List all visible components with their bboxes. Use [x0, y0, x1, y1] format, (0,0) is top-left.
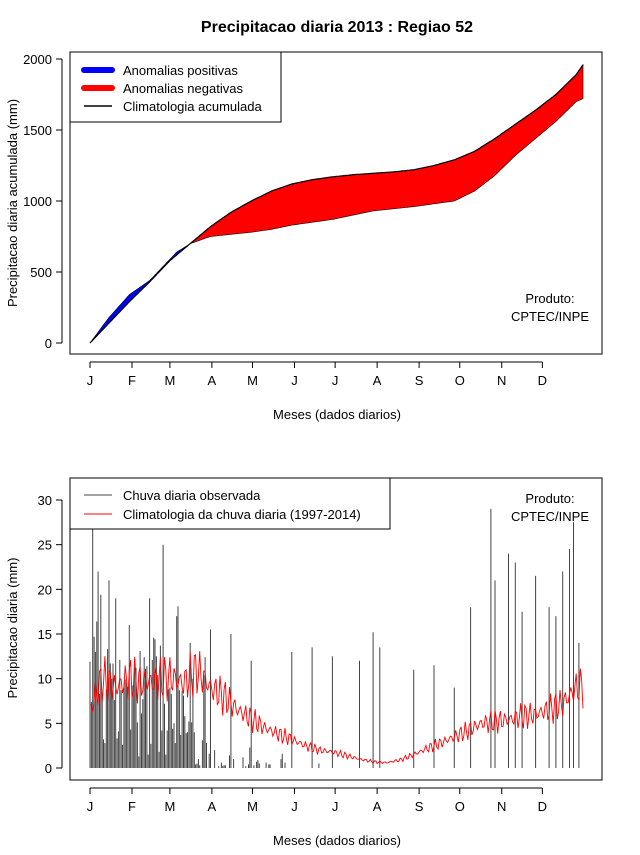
bottom-x-tick-label: M: [164, 799, 175, 814]
bottom-y-tick-label: 20: [38, 582, 52, 597]
bottom-line-group: [89, 651, 584, 765]
bottom-x-tick-label: S: [415, 799, 424, 814]
bottom-y-tick-label: 15: [38, 627, 52, 642]
top-x-tick-label: M: [164, 373, 175, 388]
legend-label-negative: Anomalias negativas: [123, 81, 243, 96]
top-x-axis-label: Meses (dados diarios): [273, 407, 401, 422]
bottom-y-tick-label: 5: [45, 716, 52, 731]
bottom-x-tick-label: J: [291, 799, 298, 814]
top-product-label-line1: Produto:: [525, 291, 574, 306]
bottom-product-label-line2: CPTEC/INPE: [511, 509, 589, 524]
top-x-tick-label: A: [208, 373, 217, 388]
top-x-tick-label: O: [455, 373, 465, 388]
bottom-y-tick-label: 0: [45, 761, 52, 776]
climatology-daily-line: [89, 651, 584, 765]
bottom-x-tick-label: O: [455, 799, 465, 814]
top-y-tick-label: 2000: [23, 52, 52, 67]
top-x-tick-label: S: [415, 373, 424, 388]
bottom-legend-box: [69, 477, 391, 530]
bottom-x-tick-label: F: [128, 799, 136, 814]
top-x-tick-label: M: [247, 373, 258, 388]
top-y-tick-label: 0: [45, 336, 52, 351]
bottom-legend: Chuva diaria observada Climatologia da c…: [69, 477, 391, 530]
top-x-tick-label: J: [291, 373, 298, 388]
bottom-y-tick-label: 10: [38, 672, 52, 687]
top-x-tick-label: D: [538, 373, 547, 388]
bottom-y-tick-label: 25: [38, 538, 52, 553]
legend-label-observed: Chuva diaria observada: [123, 488, 261, 503]
top-panel: 0 500 1000 1500 2000 J F M A M J J A S O N D Precipitac…: [5, 51, 603, 422]
top-y-tick-label: 1500: [23, 123, 52, 138]
top-x-tick-label: N: [497, 373, 506, 388]
bottom-x-axis-label: Meses (dados diarios): [273, 833, 401, 848]
bottom-y-axis: 0 5 10 15 20 25 30: [38, 493, 63, 776]
top-y-tick-label: 1000: [23, 194, 52, 209]
climatology-cumulative-line: [89, 64, 584, 344]
top-x-tick-label: F: [128, 373, 136, 388]
top-y-tick-label: 500: [30, 265, 52, 280]
top-x-tick-label: J: [332, 373, 339, 388]
top-legend: Anomalias positivas Anomalias negativas …: [69, 51, 282, 123]
top-product-label-line2: CPTEC/INPE: [511, 309, 589, 324]
chart-title: Precipitacao diaria 2013 : Regiao 52: [201, 19, 473, 36]
bottom-bars-group: [89, 508, 580, 768]
bottom-x-tick-label: J: [87, 799, 94, 814]
bottom-x-tick-label: A: [208, 799, 217, 814]
bottom-x-tick-label: D: [538, 799, 547, 814]
top-y-axis: 0 500 1000 1500 2000: [23, 52, 63, 351]
bottom-x-tick-label: A: [373, 799, 382, 814]
bottom-x-tick-label: J: [332, 799, 339, 814]
bottom-product-label-line1: Produto:: [525, 491, 574, 506]
top-y-axis-label: Precipitacao diaria acumulada (mm): [5, 99, 20, 307]
bottom-y-axis-label: Precipitacao diaria (mm): [5, 558, 20, 699]
top-x-tick-label: J: [87, 373, 94, 388]
bottom-x-tick-label: M: [247, 799, 258, 814]
bottom-x-tick-label: N: [497, 799, 506, 814]
legend-label-climatology-daily: Climatologia da chuva diaria (1997-2014): [123, 507, 361, 522]
legend-label-climatology: Climatologia acumulada: [123, 99, 263, 114]
bottom-panel: 0 5 10 15 20 25 30 J F M A M J J A S O N D Precipitacao d…: [5, 477, 603, 848]
top-x-tick-label: A: [373, 373, 382, 388]
top-plot-box: [69, 51, 603, 355]
legend-label-positive: Anomalias positivas: [123, 63, 238, 78]
bottom-y-tick-label: 30: [38, 493, 52, 508]
top-area-group: [89, 63, 584, 344]
